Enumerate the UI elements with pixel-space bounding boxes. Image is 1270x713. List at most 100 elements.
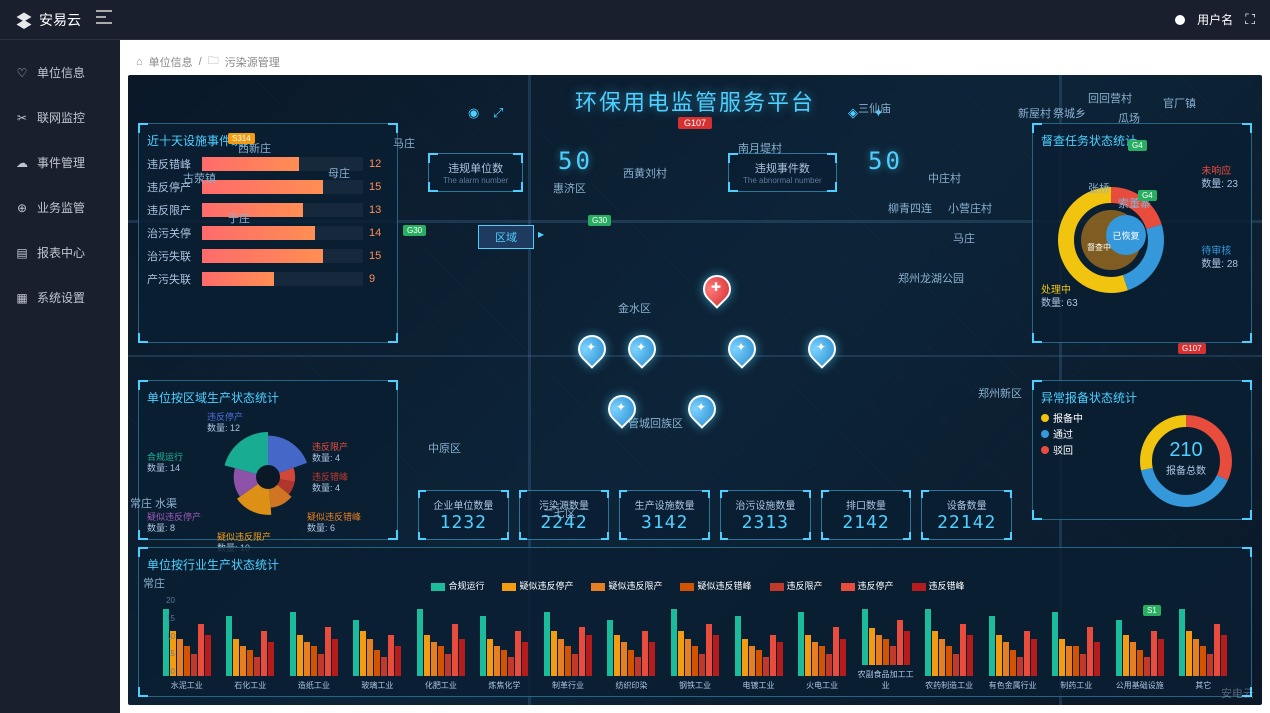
app-name: 安易云 <box>39 10 81 30</box>
sidebar-item-label: 单位信息 <box>37 64 85 81</box>
industry-bar <box>226 616 232 676</box>
map-district-label: 瓜场 <box>1118 110 1140 126</box>
menu-toggle-icon[interactable] <box>96 10 112 29</box>
event-bar-row: 治污失联 15 <box>147 248 389 264</box>
map-marker[interactable]: ✦ <box>578 335 606 371</box>
map-district-label: 马庄 <box>393 135 415 151</box>
map-marker[interactable]: ✦ <box>808 335 836 371</box>
industry-bar <box>628 650 634 676</box>
industry-bar <box>996 635 1002 676</box>
map-marker[interactable]: ✦ <box>608 395 636 431</box>
map-marker[interactable]: ✦ <box>628 335 656 371</box>
chart-icon: ▤ <box>15 246 29 260</box>
road-badge: G30 <box>588 215 611 226</box>
title-badge: G107 <box>678 117 712 129</box>
sidebar-item-4[interactable]: ▤ 报表中心 <box>0 230 120 275</box>
industry-group: 化肥工业 <box>409 601 473 691</box>
industry-bar <box>191 654 197 677</box>
industry-group: 火电工业 <box>790 601 854 691</box>
industry-bar <box>805 635 811 676</box>
industry-bar <box>1052 612 1058 676</box>
industry-bar <box>318 654 324 677</box>
industry-bar <box>205 635 211 676</box>
expand-icon[interactable]: ⤢ <box>493 105 503 121</box>
industry-bar <box>177 639 183 677</box>
map-marker[interactable]: ✦ <box>688 395 716 431</box>
map-district-label: 三仙庙 <box>858 100 891 116</box>
sidebar-item-label: 联网监控 <box>37 109 85 126</box>
breadcrumb-home[interactable]: 单位信息 <box>149 54 193 70</box>
user-avatar-icon[interactable] <box>1175 15 1185 25</box>
industry-bar <box>304 642 310 676</box>
industry-bar <box>862 609 868 665</box>
industry-bar <box>367 639 373 677</box>
breadcrumb: ⌂ 单位信息 / 🗀 污染源管理 <box>128 48 1262 75</box>
main: ⌂ 单位信息 / 🗀 污染源管理 环保用电监管服务平台 G107 ◉ ⤢ ◈ ✦ <box>120 40 1270 713</box>
layers-icon[interactable]: ◈ <box>848 105 858 121</box>
industry-bar <box>798 612 804 676</box>
industry-bar <box>989 616 995 676</box>
road-badge: G4 <box>1138 190 1157 201</box>
industry-group: 公用基础设施 <box>1108 601 1172 691</box>
industry-bar <box>388 635 394 676</box>
industry-bar <box>749 646 755 676</box>
industry-bar <box>501 650 507 676</box>
industry-bar <box>678 631 684 676</box>
industry-bar <box>932 631 938 676</box>
industry-group: 石化工业 <box>219 601 283 691</box>
sidebar-item-0[interactable]: ♡ 单位信息 <box>0 50 120 95</box>
map-district-label: 郑州龙湖公园 <box>898 270 964 286</box>
map-district-label: 官厂镇 <box>1163 95 1196 111</box>
fullscreen-icon[interactable]: ⛶ <box>1245 11 1255 28</box>
industry-bar <box>325 627 331 676</box>
industry-bar <box>240 646 246 676</box>
panel-region-pie: 单位按区域生产状态统计 违反停产数量: 12违反限产数量: 4违反错峰数量: 4… <box>138 380 398 540</box>
industry-bar <box>438 646 444 676</box>
cloud-icon: ☁ <box>15 156 29 170</box>
industry-bar <box>713 635 719 676</box>
region-select-button[interactable]: 区域 <box>478 225 534 249</box>
map-district-label: 中原区 <box>428 440 461 456</box>
industry-group: 纺织印染 <box>600 601 664 691</box>
event-bar-row: 产污失联 9 <box>147 271 389 287</box>
industry-bar <box>876 635 882 665</box>
metric-box: 生产设施数量 3142 <box>619 490 710 540</box>
logo: 安易云 <box>15 10 81 30</box>
industry-bar <box>1123 635 1129 676</box>
locate-icon[interactable]: ◉ <box>468 105 479 121</box>
road-badge: G107 <box>1178 343 1206 354</box>
map-marker[interactable]: ✦ <box>728 335 756 371</box>
industry-bar <box>1017 657 1023 676</box>
road-badge: G30 <box>403 225 426 236</box>
industry-bar <box>1080 654 1086 677</box>
industry-group: 有色金属行业 <box>981 601 1045 691</box>
svg-text:已恢复: 已恢复 <box>1112 230 1139 241</box>
industry-bar <box>1024 631 1030 676</box>
industry-bar <box>247 650 253 676</box>
industry-bar <box>579 627 585 676</box>
sidebar-item-2[interactable]: ☁ 事件管理 <box>0 140 120 185</box>
industry-bar <box>706 624 712 677</box>
industry-legend-item: 疑似违反停产 <box>496 581 573 591</box>
username[interactable]: 用户名 <box>1197 11 1233 28</box>
breadcrumb-current: 污染源管理 <box>225 54 280 70</box>
map-district-label: 常庄 <box>143 575 165 591</box>
industry-bar <box>614 635 620 676</box>
industry-bar <box>890 646 896 665</box>
industry-group: 制药工业 <box>1044 601 1108 691</box>
sidebar-item-label: 报表中心 <box>37 244 85 261</box>
industry-bar <box>1010 650 1016 676</box>
industry-bar <box>883 639 889 665</box>
sidebar-item-1[interactable]: ✂ 联网监控 <box>0 95 120 140</box>
panel-events-10day: 近十天设施事件统计 违反错峰 12 违反停产 15 违反限产 13 治污关停 1… <box>138 123 398 343</box>
industry-bar <box>551 631 557 676</box>
road-badge: G4 <box>1128 140 1147 151</box>
industry-bar <box>480 616 486 676</box>
sidebar-item-label: 业务监管 <box>37 199 85 216</box>
map-marker[interactable]: ✚ <box>703 275 731 311</box>
sidebar-item-5[interactable]: ▦ 系统设置 <box>0 275 120 320</box>
sidebar-item-3[interactable]: ⊕ 业务监管 <box>0 185 120 230</box>
map-district-label: 金水区 <box>618 300 651 316</box>
industry-bar <box>953 654 959 677</box>
sidebar: ♡ 单位信息 ✂ 联网监控 ☁ 事件管理 ⊕ 业务监管 ▤ 报表中心 ▦ 系统设… <box>0 40 120 713</box>
